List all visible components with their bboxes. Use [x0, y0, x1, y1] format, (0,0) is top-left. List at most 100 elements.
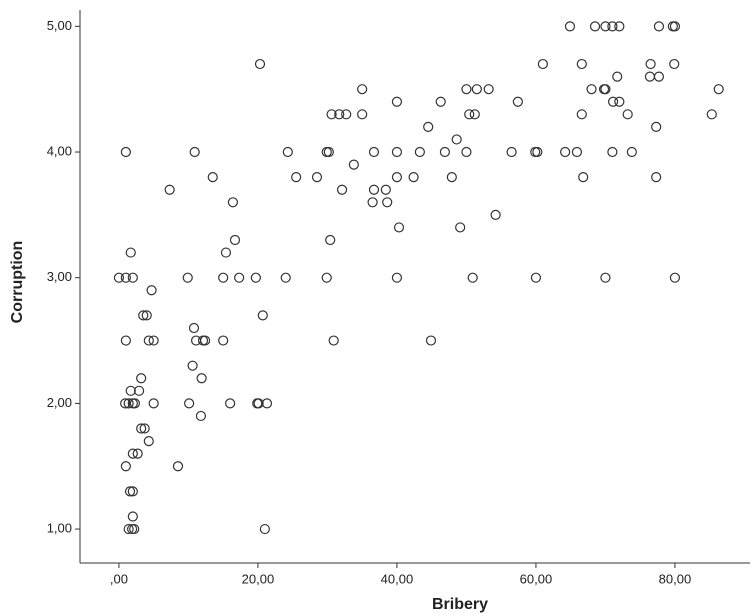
point: [189, 146, 200, 158]
point: [125, 247, 136, 258]
point: [612, 71, 623, 82]
point: [651, 121, 662, 132]
point: [446, 172, 457, 183]
point: [537, 58, 548, 70]
y-tick-label: 1,00: [47, 521, 72, 536]
point: [253, 398, 264, 409]
point: [530, 272, 542, 283]
point: [645, 58, 656, 70]
point: [368, 146, 380, 158]
point: [614, 96, 625, 107]
point: [187, 360, 198, 371]
point: [195, 410, 207, 422]
y-tick-label: 4,00: [47, 143, 72, 158]
point: [259, 523, 270, 535]
point: [560, 146, 571, 158]
point: [589, 21, 601, 32]
point: [261, 398, 273, 409]
point: [408, 172, 419, 183]
point: [512, 96, 523, 107]
point: [127, 486, 138, 497]
point: [336, 184, 348, 195]
point: [669, 58, 680, 70]
point: [136, 373, 147, 384]
y-tick-label: 3,00: [47, 269, 72, 284]
point: [218, 335, 229, 346]
point: [382, 197, 393, 208]
point: [127, 272, 138, 283]
point: [113, 272, 125, 283]
point: [124, 486, 136, 497]
point: [120, 461, 131, 472]
point: [311, 172, 323, 183]
point: [435, 96, 446, 107]
point: [607, 21, 618, 32]
point: [280, 272, 291, 283]
point: [146, 285, 157, 296]
point: [250, 272, 261, 283]
point: [578, 172, 589, 183]
point: [425, 335, 437, 346]
point: [391, 146, 403, 158]
point: [357, 84, 368, 95]
point: [391, 96, 403, 107]
point: [132, 448, 143, 459]
point: [653, 21, 665, 32]
point: [225, 398, 236, 409]
point: [323, 146, 334, 158]
point: [644, 71, 656, 82]
point: [325, 234, 336, 246]
x-tick-label: ,00: [110, 571, 128, 586]
point: [141, 310, 152, 321]
x-tick-label: 80,00: [659, 571, 692, 586]
point: [414, 146, 425, 158]
point: [184, 398, 195, 409]
point: [125, 385, 136, 396]
point: [129, 523, 140, 535]
point: [148, 335, 159, 346]
point: [532, 146, 543, 158]
point: [164, 184, 175, 195]
point: [461, 146, 472, 158]
point: [196, 373, 207, 384]
point: [220, 247, 232, 258]
point: [129, 398, 141, 409]
point: [576, 58, 587, 70]
point: [380, 184, 391, 195]
point: [120, 335, 131, 346]
x-axis-title: Bribery: [432, 596, 488, 613]
x-tick-label: 40,00: [381, 571, 414, 586]
point: [506, 146, 517, 158]
point: [368, 184, 380, 195]
point: [706, 109, 717, 120]
point: [626, 146, 637, 158]
point: [471, 84, 482, 95]
point: [451, 134, 462, 145]
point: [600, 21, 611, 32]
point: [571, 146, 583, 158]
point: [469, 109, 480, 120]
point: [393, 222, 405, 233]
point: [614, 21, 625, 32]
point: [607, 146, 618, 158]
point: [120, 398, 131, 409]
point: [182, 272, 193, 283]
point: [197, 335, 209, 346]
point: [439, 146, 450, 158]
point: [139, 423, 150, 434]
point: [564, 21, 576, 32]
point: [207, 172, 218, 183]
point: [321, 146, 332, 158]
point: [600, 84, 611, 95]
point: [341, 109, 352, 120]
point: [348, 159, 359, 170]
point: [127, 448, 138, 459]
point: [600, 272, 611, 283]
point: [669, 272, 681, 283]
point: [423, 121, 434, 132]
point: [391, 172, 403, 183]
point: [367, 197, 378, 208]
point: [143, 435, 154, 447]
point: [651, 172, 662, 183]
